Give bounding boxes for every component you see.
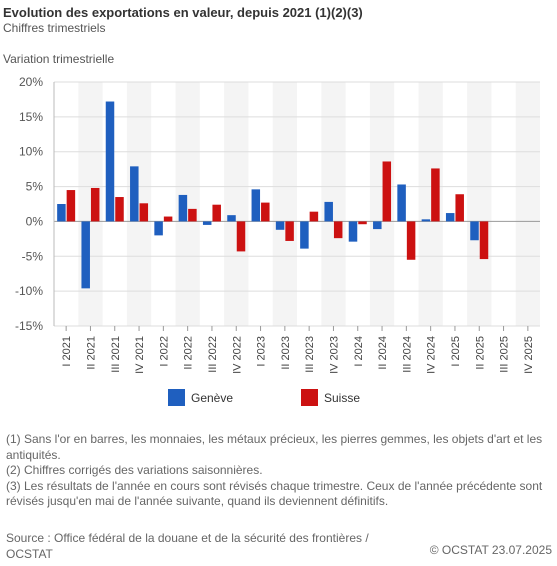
legend-label-geneve: Genève (191, 390, 234, 405)
chart-subtitle: Chiffres trimestriels (3, 21, 106, 35)
x-tick-label: II 2021 (85, 336, 97, 370)
bar-suisse (188, 208, 197, 222)
x-tick-label: IV 2024 (426, 336, 438, 374)
bar-geneve (105, 101, 115, 222)
bar-geneve (324, 201, 333, 222)
bar-suisse (479, 221, 489, 260)
footnote-3: (3) Les résultats de l'année en cours so… (6, 478, 543, 509)
bar-suisse (358, 221, 367, 225)
legend-item-geneve[interactable]: Genève (168, 389, 233, 406)
x-tick-label: IV 2023 (328, 336, 340, 374)
x-tick-label: I 2023 (256, 336, 268, 367)
legend-item-suisse[interactable]: Suisse (301, 389, 360, 406)
bar-suisse (333, 221, 343, 239)
legend: Genève Suisse (0, 389, 557, 409)
bar-geneve (421, 219, 431, 222)
copyright: © OCSTAT 23.07.2025 (429, 543, 552, 557)
chart-title: Evolution des exportations en valeur, de… (3, 5, 363, 20)
y-tick-label: 0% (26, 214, 44, 228)
legend-swatch-geneve (168, 389, 185, 406)
bar-suisse (139, 203, 149, 222)
x-tick-label: III 2023 (304, 336, 316, 373)
bar-chart: -15% -10% -5% 0% 5% 10% 15% 20% I 2021 II 2021 III… (15, 75, 540, 374)
bar-suisse (309, 211, 319, 222)
y-tick-label: 10% (19, 145, 43, 159)
y-tick-label: -15% (15, 319, 43, 333)
bar-suisse (261, 202, 270, 222)
x-tick-label: IV 2022 (231, 336, 243, 374)
bar-geneve (57, 204, 66, 222)
bar-geneve (81, 221, 90, 289)
x-tick-label: III 2022 (207, 336, 219, 373)
bar-geneve (130, 166, 139, 222)
bar-suisse (163, 216, 173, 222)
x-tick-label: II 2025 (474, 336, 486, 370)
bar-suisse (115, 197, 124, 222)
y-tick-label: -5% (22, 249, 44, 263)
x-tick-label: IV 2025 (523, 336, 535, 374)
source-note: Source : Office fédéral de la douane et … (6, 531, 369, 561)
bar-geneve (348, 221, 358, 242)
x-tick-label: I 2025 (450, 336, 462, 367)
x-tick-label: III 2021 (110, 336, 122, 373)
bar-geneve (373, 221, 382, 230)
bar-geneve (178, 194, 188, 222)
plot-band (224, 82, 249, 326)
footnote-1: (1) Sans l'or en barres, les monnaies, l… (6, 432, 543, 462)
bar-geneve (445, 213, 455, 222)
footnotes: (1) Sans l'or en barres, les monnaies, l… (6, 432, 551, 510)
x-tick-label: I 2024 (353, 336, 365, 367)
legend-label-suisse: Suisse (324, 390, 361, 405)
legend-swatch-suisse (301, 389, 318, 406)
bar-suisse (455, 194, 464, 222)
bar-geneve (397, 184, 406, 222)
x-tick-label: III 2025 (499, 336, 511, 373)
x-tick-label: II 2023 (280, 336, 292, 370)
bar-geneve (154, 221, 163, 236)
y-tick-label: 5% (26, 180, 44, 194)
y-tick-label: 20% (19, 75, 43, 89)
bar-suisse (90, 187, 100, 222)
plot-band (272, 82, 297, 326)
bar-suisse (212, 204, 221, 222)
bar-geneve (300, 221, 309, 249)
footnote-2: (2) Chiffres corrigés des variations sai… (6, 463, 263, 477)
bar-suisse (382, 161, 392, 222)
bar-geneve (227, 215, 236, 222)
bar-geneve (251, 189, 261, 222)
x-tick-label: II 2022 (183, 336, 195, 370)
plot-band (467, 82, 492, 326)
bar-geneve (470, 221, 479, 241)
bar-suisse (285, 221, 294, 241)
bar-suisse (236, 221, 246, 252)
x-tick-label: II 2024 (377, 336, 389, 370)
bar-geneve (275, 221, 285, 230)
bar-geneve (202, 221, 212, 225)
x-tick-label: I 2021 (61, 336, 73, 367)
bar-suisse (431, 168, 440, 222)
x-tick-label: III 2024 (401, 336, 413, 373)
x-tick-label: IV 2021 (134, 336, 146, 374)
plot-band (515, 82, 540, 326)
x-tick-label: I 2022 (158, 336, 170, 367)
y-tick-label: 15% (19, 110, 43, 124)
y-axis-title: Variation trimestrielle (3, 52, 115, 66)
bar-suisse (66, 190, 76, 222)
y-tick-label: -10% (15, 284, 43, 298)
bar-suisse (406, 221, 416, 260)
